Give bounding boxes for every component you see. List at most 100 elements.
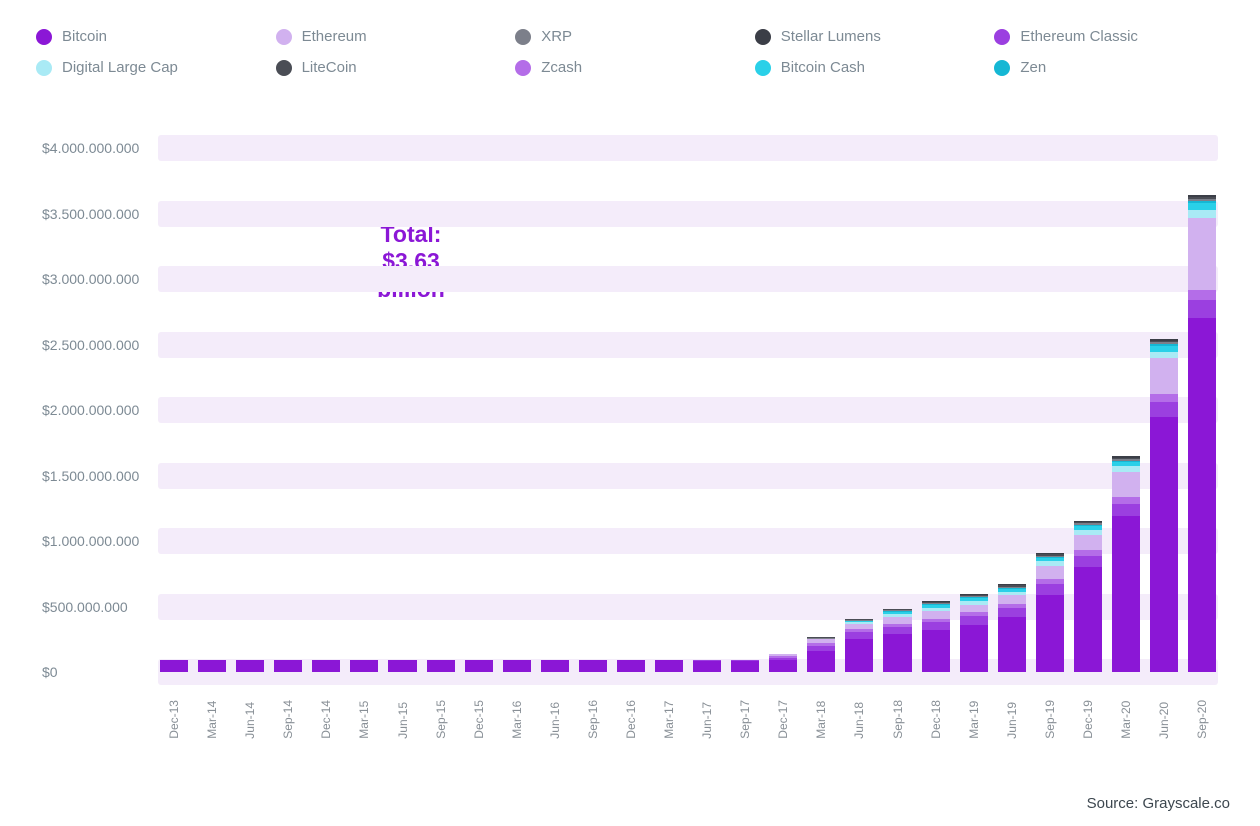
bar-segment [1112,516,1140,672]
legend-label: Ethereum [302,28,367,45]
legend-label: Stellar Lumens [781,28,881,45]
bar [1150,122,1178,672]
bar [236,122,264,672]
x-axis-tick: Mar-16 [503,700,531,739]
x-axis-tick: Mar-19 [960,700,988,739]
bar [427,122,455,672]
legend-label: LiteCoin [302,59,357,76]
x-axis-tick: Sep-20 [1188,700,1216,739]
y-axis-label: $3.500.000.000 [36,206,154,222]
x-axis-tick: Dec-15 [465,700,493,739]
bar-segment [883,627,911,634]
legend-swatch [515,29,531,45]
x-axis-label: Jun-18 [852,700,866,739]
bar [883,122,911,672]
legend-item: Ethereum Classic [994,28,1224,45]
legend-item: LiteCoin [276,59,506,76]
x-axis-label: Mar-15 [357,700,371,739]
y-axis-label: $1.000.000.000 [36,533,154,549]
x-axis-label: Dec-19 [1081,700,1095,739]
bar-segment [160,660,188,672]
bar-segment [1150,417,1178,672]
bar-segment [1036,595,1064,672]
legend-item: Bitcoin Cash [755,59,985,76]
bar-segment [883,634,911,672]
x-axis-label: Mar-19 [967,700,981,739]
y-axis-label: $1.500.000.000 [36,468,154,484]
x-axis-tick: Dec-18 [922,700,950,739]
x-axis-label: Dec-17 [776,700,790,739]
bar-segment [998,608,1026,617]
x-axis-tick: Mar-20 [1112,700,1140,739]
x-axis-label: Dec-18 [929,700,943,739]
bar-segment [960,625,988,672]
x-axis-label: Sep-15 [434,700,448,739]
x-axis-tick: Dec-14 [312,700,340,739]
legend-item: Zcash [515,59,745,76]
legend-item: XRP [515,28,745,45]
x-axis-tick: Dec-19 [1074,700,1102,739]
bar [579,122,607,672]
bar-segment [1112,472,1140,497]
legend-swatch [994,29,1010,45]
bar-segment [960,616,988,625]
bar [769,122,797,672]
legend-label: Zen [1020,59,1046,76]
x-axis-label: Sep-16 [586,700,600,739]
bar-segment [1036,584,1064,594]
bar-segment [731,661,759,672]
legend-swatch [36,60,52,76]
bar-segment [922,622,950,630]
x-axis-label: Mar-16 [510,700,524,739]
bar-segment [1074,535,1102,551]
y-axis-label: $2.000.000.000 [36,402,154,418]
x-axis-tick: Sep-19 [1036,700,1064,739]
x-axis: Dec-13Mar-14Jun-14Sep-14Dec-14Mar-15Jun-… [158,700,1218,739]
bar [1074,122,1102,672]
bar [998,122,1026,672]
bar [350,122,378,672]
legend-label: Bitcoin [62,28,107,45]
bar-segment [541,660,569,672]
x-axis-label: Jun-14 [243,700,257,739]
bar [655,122,683,672]
legend-swatch [755,29,771,45]
y-axis-label: $0 [36,664,154,680]
bar-segment [1112,504,1140,516]
bar-segment [1112,497,1140,504]
x-axis-label: Sep-17 [738,700,752,739]
bar [1036,122,1064,672]
x-axis-tick: Jun-16 [541,700,569,739]
x-axis-label: Sep-20 [1195,700,1209,739]
x-axis-tick: Dec-17 [769,700,797,739]
x-axis-tick: Mar-18 [807,700,835,739]
x-axis-label: Dec-13 [167,700,181,739]
x-axis-label: Mar-20 [1119,700,1133,739]
x-axis-tick: Dec-13 [160,700,188,739]
legend-swatch [36,29,52,45]
bar-segment [998,595,1026,604]
bar [807,122,835,672]
bar-segment [1150,394,1178,402]
legend-swatch [994,60,1010,76]
bars [158,122,1218,672]
x-axis-label: Jun-16 [548,700,562,739]
bar-segment [693,661,721,672]
legend-item: Zen [994,59,1224,76]
x-axis-tick: Sep-18 [883,700,911,739]
legend-item: Ethereum [276,28,506,45]
legend-item: Bitcoin [36,28,266,45]
x-axis-tick: Jun-14 [236,700,264,739]
bar-segment [1188,300,1216,318]
bar-segment [312,660,340,672]
legend-label: Bitcoin Cash [781,59,865,76]
bar-segment [198,660,226,672]
x-axis-tick: Sep-14 [274,700,302,739]
x-axis-tick: Sep-17 [731,700,759,739]
bar [1112,122,1140,672]
bar [503,122,531,672]
bar-segment [465,660,493,672]
legend-item: Stellar Lumens [755,28,985,45]
bar-segment [274,660,302,672]
bar-segment [922,630,950,672]
